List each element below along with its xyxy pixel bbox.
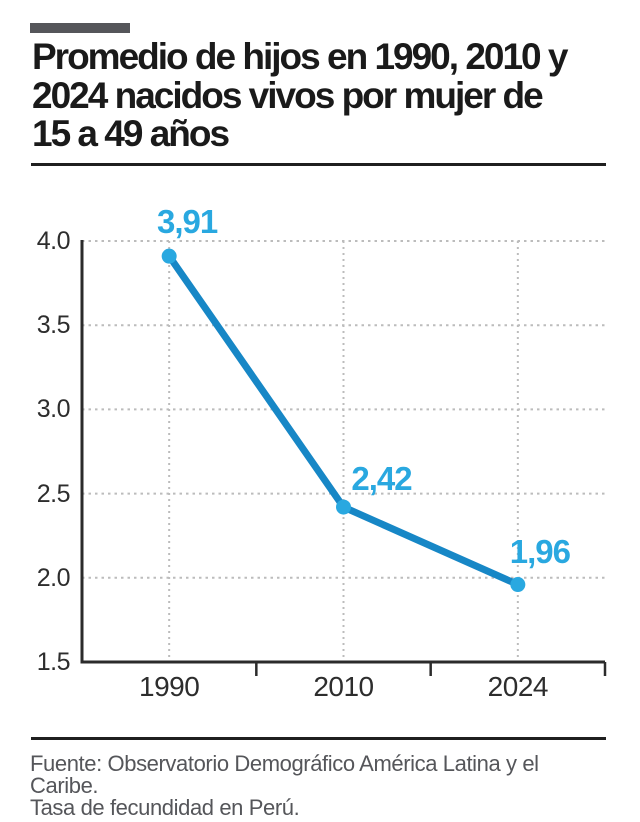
chart-title-line-1: Promedio de hijos en 1990, 2010 y <box>32 36 569 77</box>
y-tick-label: 3.0 <box>36 395 71 424</box>
x-tick-label: 1990 <box>139 671 200 702</box>
y-tick-label: 2.5 <box>36 479 71 508</box>
chart-title: Promedio de hijos en 1990, 2010 y 2024 n… <box>32 36 617 154</box>
title-divider <box>31 163 606 166</box>
chart-title-line-2: 2024 nacidos vivos por mujer de <box>32 74 544 116</box>
accent-bar <box>30 23 130 33</box>
footer-divider <box>31 737 606 740</box>
x-tick-label: 2010 <box>313 671 374 702</box>
source-line-2: Tasa de fecundidad en Perú. <box>30 795 300 820</box>
x-tick-label: 2024 <box>487 671 549 702</box>
data-point-2010 <box>336 499 351 515</box>
y-tick-label: 4.0 <box>36 227 71 255</box>
y-tick-label: 1.5 <box>36 648 71 676</box>
y-tick-label: 2.0 <box>36 563 71 592</box>
source-line-1: Fuente: Observatorio Demográfico América… <box>30 751 539 798</box>
chart-title-line-3: 15 a 49 años <box>32 113 230 154</box>
point-value-label: 1,96 <box>509 532 571 570</box>
point-value-label: 3,91 <box>157 203 218 241</box>
source-note: Fuente: Observatorio Demográfico América… <box>30 753 610 819</box>
data-point-2024 <box>510 577 526 593</box>
data-point-1990 <box>161 248 177 264</box>
point-value-label: 2,42 <box>351 460 412 498</box>
y-tick-label: 3.5 <box>36 311 71 340</box>
